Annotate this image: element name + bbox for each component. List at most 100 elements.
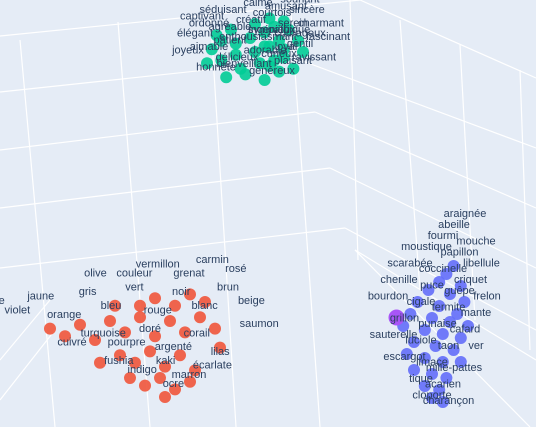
scatter-point[interactable]: [249, 46, 261, 58]
scatter-point[interactable]: [408, 364, 420, 376]
scatter-point[interactable]: [214, 341, 226, 354]
scatter-point[interactable]: [249, 18, 261, 30]
scatter-point[interactable]: [225, 23, 237, 36]
scatter-point[interactable]: [189, 364, 201, 377]
scatter-point[interactable]: [44, 322, 56, 335]
scatter-point[interactable]: [277, 15, 290, 28]
scatter-point[interactable]: [234, 62, 247, 75]
scatter-point[interactable]: [134, 299, 146, 312]
scatter-point[interactable]: [164, 315, 176, 327]
scatter-point[interactable]: [159, 360, 171, 373]
scatter-point[interactable]: [444, 316, 456, 328]
scatter-point[interactable]: [89, 334, 101, 346]
scatter-point[interactable]: [273, 65, 285, 78]
scatter-point[interactable]: [440, 372, 453, 384]
scatter-point[interactable]: [462, 320, 474, 332]
scatter-point[interactable]: [277, 51, 290, 64]
scatter-point[interactable]: [114, 349, 126, 362]
scatter-point[interactable]: [436, 356, 449, 368]
scatter-point[interactable]: [154, 372, 166, 384]
scatter-point[interactable]: [258, 74, 271, 86]
scatter-point[interactable]: [124, 372, 136, 384]
scatter-point[interactable]: [297, 46, 309, 58]
scatter-point[interactable]: [253, 57, 266, 70]
scatter-point[interactable]: [433, 384, 446, 396]
scatter-point[interactable]: [201, 57, 213, 70]
scatter-point[interactable]: [144, 345, 156, 358]
scatter-point[interactable]: [400, 348, 413, 360]
scatter-point[interactable]: [94, 356, 106, 369]
scatter-point[interactable]: [199, 296, 211, 308]
scatter-point[interactable]: [426, 312, 438, 324]
scatter-point[interactable]: [436, 328, 449, 340]
scatter-point[interactable]: [74, 318, 86, 331]
scatter-point[interactable]: [454, 356, 467, 368]
scatter-point[interactable]: [258, 26, 271, 39]
scatter-point[interactable]: [454, 332, 467, 344]
scatter-point[interactable]: [440, 268, 453, 280]
scatter-point[interactable]: [169, 299, 181, 312]
scatter-point[interactable]: [244, 32, 257, 44]
scatter-point[interactable]: [149, 292, 161, 305]
scatter-point[interactable]: [418, 380, 431, 392]
scatter-point[interactable]: [444, 288, 456, 300]
scatter-point[interactable]: [292, 34, 305, 47]
scatter-point[interactable]: [429, 340, 442, 352]
scatter-point[interactable]: [169, 383, 181, 396]
point-label: sauterelle: [370, 329, 418, 341]
scatter-point[interactable]: [174, 349, 186, 362]
point-label: amusant: [265, 0, 307, 12]
scatter-point[interactable]: [159, 391, 171, 403]
scatter-point[interactable]: [404, 308, 417, 320]
point-label: sympathique: [248, 24, 310, 36]
scatter-point[interactable]: [408, 336, 420, 348]
scatter-point[interactable]: [139, 379, 151, 392]
scatter-point[interactable]: [426, 392, 438, 404]
scatter-point[interactable]: [179, 326, 191, 339]
point-label: souriant: [280, 0, 319, 6]
scatter-point[interactable]: [411, 296, 424, 308]
point-label: couleur: [116, 268, 152, 280]
scatter-point[interactable]: [184, 375, 196, 388]
scatter-point[interactable]: [277, 43, 290, 56]
scatter-point[interactable]: [59, 330, 71, 343]
scatter-point[interactable]: [209, 322, 221, 335]
scatter-point[interactable]: [418, 352, 431, 364]
data-labels: enthousiasmantsympathiqueagréablegentila…: [0, 0, 501, 407]
highlighted-point[interactable]: [388, 309, 405, 326]
grid-back-top-edge: [0, 0, 361, 37]
scatter-point[interactable]: [134, 311, 146, 324]
scatter-point[interactable]: [263, 12, 276, 25]
scatter-point[interactable]: [436, 396, 449, 408]
scatter-point[interactable]: [104, 315, 116, 327]
scatter-point[interactable]: [184, 288, 196, 301]
scatter-point[interactable]: [229, 37, 242, 50]
scatter-point[interactable]: [447, 344, 460, 356]
scatter-point[interactable]: [220, 71, 233, 84]
scatter-point[interactable]: [258, 40, 271, 53]
point-label: vert: [125, 281, 143, 293]
scatter-point[interactable]: [447, 260, 460, 272]
scatter-point[interactable]: [454, 280, 467, 292]
scatter-point[interactable]: [229, 48, 242, 61]
scatter-point[interactable]: [418, 324, 431, 336]
scatter-point[interactable]: [149, 330, 161, 343]
point-label: captivant: [180, 11, 224, 23]
scatter-point[interactable]: [433, 276, 446, 288]
scatter-point[interactable]: [194, 311, 206, 324]
scatter-point[interactable]: [205, 43, 218, 56]
scatter-point[interactable]: [287, 62, 300, 75]
scatter-point[interactable]: [215, 34, 228, 47]
scatter-point[interactable]: [426, 368, 438, 380]
scatter-point[interactable]: [433, 300, 446, 312]
scatter-point[interactable]: [119, 326, 131, 339]
grid-line-10: [314, 111, 536, 209]
scatter-point[interactable]: [268, 54, 281, 67]
scatter-point[interactable]: [129, 356, 141, 369]
scatter-point[interactable]: [451, 308, 464, 320]
scatter-point[interactable]: [109, 299, 121, 312]
scatter-point[interactable]: [458, 296, 471, 308]
scatter-point[interactable]: [422, 284, 435, 296]
scatter-point[interactable]: [215, 54, 228, 67]
